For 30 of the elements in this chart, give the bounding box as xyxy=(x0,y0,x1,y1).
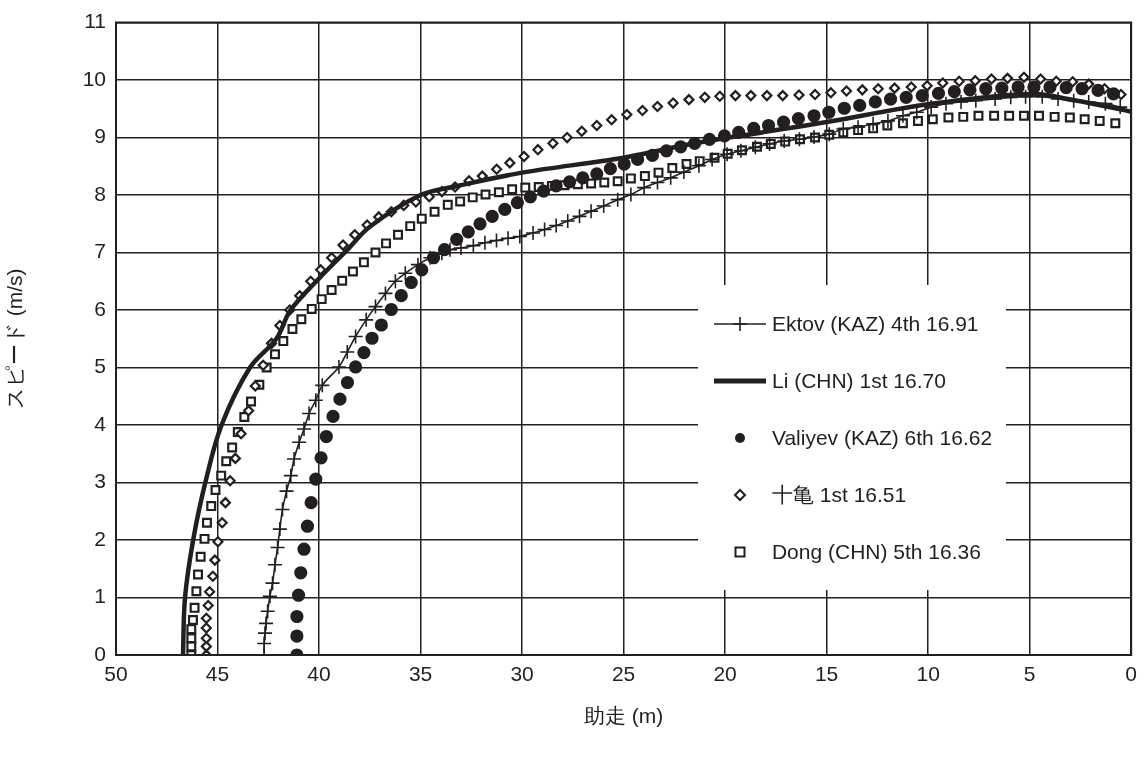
y-axis-title: スピード (m/s) xyxy=(3,268,27,410)
x-tick-label: 25 xyxy=(611,662,636,686)
x-tick-label: 35 xyxy=(408,662,433,686)
y-tick-label: 6 xyxy=(94,296,106,320)
y-tick-label: 1 xyxy=(94,584,106,608)
y-tick-label: 2 xyxy=(94,526,106,550)
y-tick-label: 7 xyxy=(94,239,106,263)
legend-label: 十亀 1st 16.51 xyxy=(771,481,907,508)
x-tick-label: 50 xyxy=(104,662,128,686)
x-tick-label: 5 xyxy=(1023,662,1036,686)
legend-label: Dong (CHN) 5th 16.36 xyxy=(771,538,981,565)
y-tick-label: 5 xyxy=(94,354,106,378)
legend-label: Valiyev (KAZ) 6th 16.62 xyxy=(771,424,993,451)
y-tick-label: 10 xyxy=(82,66,106,90)
x-tick-label: 10 xyxy=(916,662,940,686)
y-tick-label: 0 xyxy=(94,641,106,665)
y-tick-label: 9 xyxy=(94,124,106,148)
x-tick-label: 15 xyxy=(814,662,839,686)
x-tick-label: 20 xyxy=(713,662,737,686)
y-tick-label: 8 xyxy=(94,181,106,205)
x-axis-title: 助走 (m) xyxy=(583,704,664,728)
x-tick-label: 30 xyxy=(510,662,534,686)
y-tick-label: 11 xyxy=(84,9,106,33)
x-tick-label: 40 xyxy=(307,662,331,686)
x-tick-label: 45 xyxy=(205,662,230,686)
legend-label: Ektov (KAZ) 4th 16.91 xyxy=(771,310,979,337)
x-tick-label: 0 xyxy=(1125,662,1137,686)
legend-label: Li (CHN) 1st 16.70 xyxy=(771,367,946,394)
y-tick-label: 3 xyxy=(94,469,106,493)
y-tick-label: 4 xyxy=(94,411,107,435)
